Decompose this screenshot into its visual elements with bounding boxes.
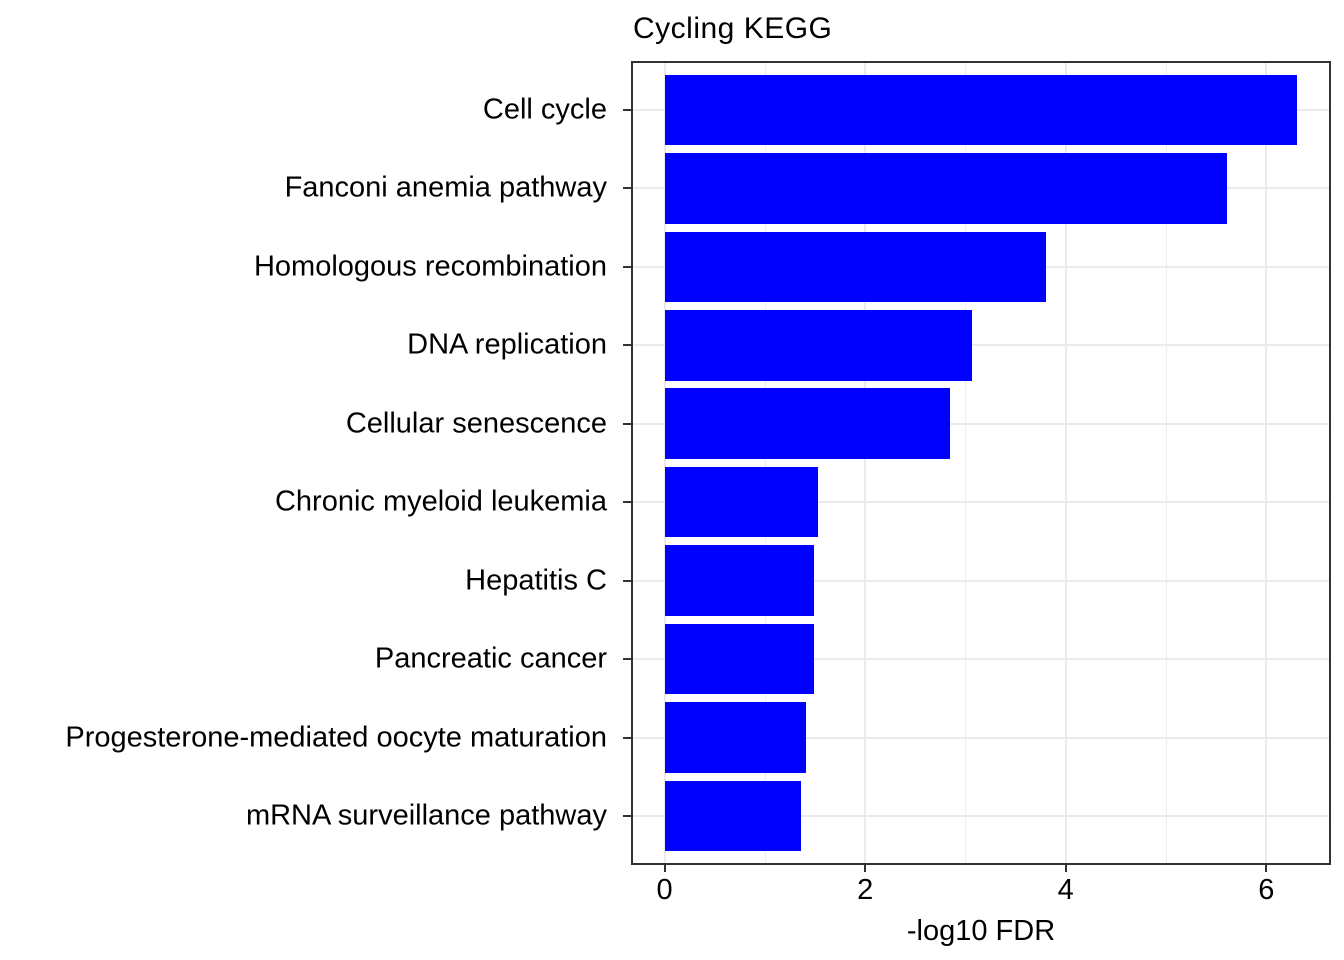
bar (664, 153, 1228, 224)
bar (664, 466, 819, 538)
gridline-vertical-minor (764, 63, 766, 863)
y-axis-tick (623, 187, 631, 190)
y-axis-tick-marks (623, 63, 631, 863)
gridline-vertical-major (1265, 63, 1268, 863)
gridline-vertical-minor (965, 63, 967, 863)
gridline-vertical-major (1064, 63, 1067, 863)
y-axis-tick (623, 501, 631, 504)
y-axis-label: DNA replication (407, 328, 607, 361)
bar (664, 388, 951, 460)
y-axis-tick (623, 736, 631, 739)
gridline-horizontal (633, 814, 1329, 817)
bar (664, 545, 815, 616)
x-axis-tick-label: 4 (1057, 874, 1074, 906)
y-axis-tick (623, 109, 631, 112)
y-axis-tick (623, 579, 631, 582)
y-axis-label: Fanconi anemia pathway (284, 171, 607, 204)
bar (664, 780, 801, 852)
x-axis-tick-label: 0 (656, 874, 673, 906)
plot-panel (631, 61, 1331, 865)
chart-title: Cycling KEGG (633, 12, 833, 45)
bar (664, 702, 806, 773)
gridline-horizontal (633, 579, 1329, 582)
x-axis-tick-marks (633, 863, 1329, 872)
y-axis-tick (623, 344, 631, 347)
gridline-horizontal (633, 501, 1329, 504)
y-axis-label: Homologous recombination (253, 250, 607, 283)
y-axis-tick (623, 422, 631, 425)
gridline-horizontal (633, 736, 1329, 739)
x-axis-tick-labels: 0 2 4 6 (633, 874, 1329, 908)
y-axis-label: Cellular senescence (345, 407, 607, 440)
y-axis-labels: Cell cycle Fanconi anemia pathway Homologo… (0, 63, 607, 863)
y-axis-label: Pancreatic cancer (374, 642, 607, 675)
gridline-horizontal (633, 344, 1329, 347)
bar (664, 623, 815, 695)
x-axis-tick-label: 2 (857, 874, 874, 906)
y-axis-label: Chronic myeloid leukemia (274, 485, 607, 518)
x-axis-tick (663, 863, 666, 872)
x-axis-title: -log10 FDR (906, 915, 1056, 947)
y-axis-label: Hepatitis C (465, 564, 607, 597)
x-axis-tick-label: 6 (1258, 874, 1275, 906)
bar (664, 231, 1046, 303)
y-axis-label: Progesterone-mediated oocyte maturation (65, 721, 607, 753)
y-axis-label: Cell cycle (482, 93, 607, 126)
y-axis-tick (623, 658, 631, 661)
bar (664, 74, 1298, 146)
x-axis-tick (1064, 863, 1067, 872)
gridline-vertical-major (864, 63, 867, 863)
y-axis-label: mRNA surveillance pathway (245, 799, 607, 832)
gridline-horizontal (633, 422, 1329, 425)
x-axis-tick (864, 863, 867, 872)
gridline-horizontal (633, 658, 1329, 661)
gridline-vertical-minor (1166, 63, 1167, 863)
gridline-vertical-major (663, 63, 666, 863)
x-axis-tick (1265, 863, 1268, 872)
bar (664, 310, 973, 381)
y-axis-tick (623, 265, 631, 268)
y-axis-tick (623, 814, 631, 817)
